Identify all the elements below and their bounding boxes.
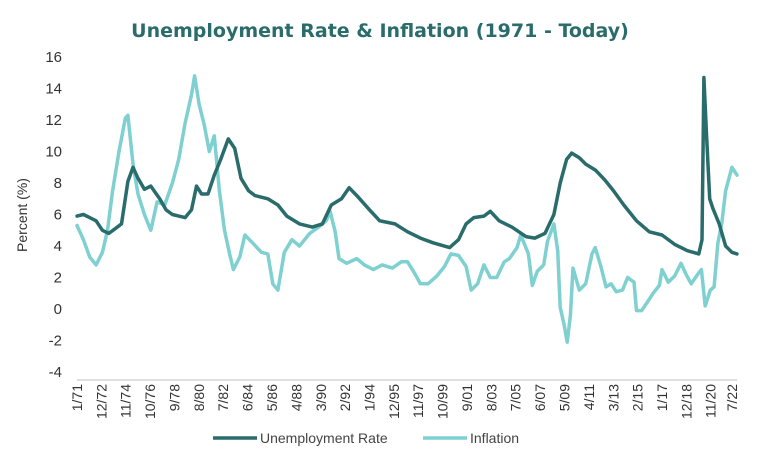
x-tick-label: 2/92 (337, 384, 353, 411)
x-tick-label: 3/13 (605, 384, 621, 411)
x-tick-label: 5/09 (556, 384, 572, 411)
x-tick-label: 1/71 (69, 384, 85, 411)
x-tick-label: 3/90 (313, 384, 329, 411)
legend: Unemployment Rate Inflation (213, 430, 519, 446)
y-tick-label: 6 (54, 207, 62, 224)
x-tick-label: 11/74 (118, 384, 134, 418)
y-axis-ticks: -4 -2 0 2 4 6 8 10 12 14 16 (45, 49, 62, 381)
y-tick-label: 4 (54, 238, 62, 255)
y-tick-label: 14 (45, 81, 62, 98)
series-line-inflation (75, 74, 739, 344)
x-tick-label: 12/18 (678, 384, 694, 419)
x-tick-label: 5/86 (264, 384, 280, 411)
x-tick-label: 4/88 (288, 384, 304, 411)
y-tick-label: 8 (54, 175, 62, 192)
x-tick-label: 8/80 (191, 384, 207, 411)
x-tick-label: 9/01 (459, 384, 475, 411)
x-tick-label: 10/76 (142, 384, 158, 419)
x-tick-label: 4/11 (581, 384, 597, 410)
y-tick-label: 10 (45, 144, 62, 161)
x-tick-label: 10/99 (435, 384, 451, 419)
x-tick-label: 7/82 (215, 384, 231, 411)
x-tick-label: 7/22 (724, 384, 740, 411)
x-tick-label: 2/15 (630, 384, 646, 411)
x-tick-label: 1/94 (362, 384, 378, 411)
x-tick-label: 6/07 (532, 384, 548, 411)
y-tick-label: 0 (54, 301, 62, 318)
y-tick-label: 2 (54, 270, 62, 287)
legend-label: Inflation (470, 430, 519, 446)
x-tick-label: 12/95 (386, 384, 402, 419)
x-tick-label: 7/05 (508, 384, 524, 411)
x-tick-label: 11/20 (703, 384, 719, 418)
y-tick-label: -2 (49, 333, 62, 350)
x-tick-label: 8/03 (483, 384, 499, 411)
x-tick-label: 11/97 (410, 384, 426, 418)
x-axis: 1/71 12/72 11/74 10/76 9/78 8/80 7/82 6/84 5/86 4… (69, 379, 740, 419)
series-layer (75, 74, 739, 344)
chart-title: Unemployment Rate & Inflation (1971 - To… (131, 20, 629, 42)
x-tick-label: 1/17 (654, 384, 670, 411)
y-tick-label: -4 (49, 364, 62, 381)
series-line-unemployment-rate (75, 75, 739, 256)
x-tick-label: 6/84 (240, 384, 256, 411)
x-tick-label: 9/78 (167, 384, 183, 411)
x-tick-label: 12/72 (93, 384, 109, 419)
y-tick-label: 12 (45, 112, 62, 129)
y-tick-label: 16 (45, 49, 62, 66)
y-axis-label: Percent (%) (14, 178, 30, 252)
legend-label: Unemployment Rate (260, 430, 388, 446)
